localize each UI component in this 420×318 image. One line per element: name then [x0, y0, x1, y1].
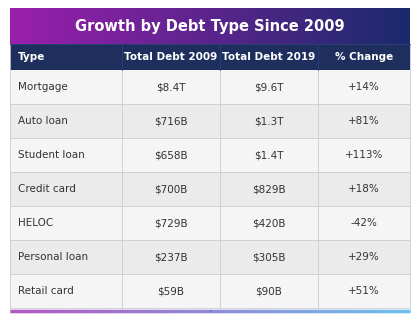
Text: % Change: % Change: [335, 52, 393, 62]
Text: $716B: $716B: [154, 116, 188, 126]
Text: +51%: +51%: [348, 286, 380, 296]
Text: HELOC: HELOC: [18, 218, 53, 228]
Text: $9.6T: $9.6T: [254, 82, 284, 92]
Bar: [10, 138, 410, 172]
Text: Retail card: Retail card: [18, 286, 74, 296]
Text: $59B: $59B: [158, 286, 184, 296]
Text: $700B: $700B: [154, 184, 188, 194]
Text: Auto loan: Auto loan: [18, 116, 68, 126]
Text: $90B: $90B: [255, 286, 282, 296]
Text: +18%: +18%: [348, 184, 380, 194]
Bar: [10, 44, 410, 70]
Text: Credit card: Credit card: [18, 184, 76, 194]
Text: $1.4T: $1.4T: [254, 150, 284, 160]
Text: +113%: +113%: [345, 150, 383, 160]
Text: $237B: $237B: [154, 252, 188, 262]
Text: Personal loan: Personal loan: [18, 252, 88, 262]
Text: $8.4T: $8.4T: [156, 82, 186, 92]
Bar: [10, 240, 410, 274]
Text: +14%: +14%: [348, 82, 380, 92]
Text: $1.3T: $1.3T: [254, 116, 284, 126]
Text: $658B: $658B: [154, 150, 188, 160]
Bar: [10, 172, 410, 206]
Text: Total Debt 2009: Total Debt 2009: [124, 52, 218, 62]
Text: -42%: -42%: [351, 218, 378, 228]
Text: Growth by Debt Type Since 2009: Growth by Debt Type Since 2009: [75, 18, 345, 33]
Text: +29%: +29%: [348, 252, 380, 262]
Text: +81%: +81%: [348, 116, 380, 126]
Text: Type: Type: [18, 52, 45, 62]
Text: $729B: $729B: [154, 218, 188, 228]
Text: Mortgage: Mortgage: [18, 82, 68, 92]
Text: Student loan: Student loan: [18, 150, 85, 160]
Text: $829B: $829B: [252, 184, 286, 194]
Bar: [10, 104, 410, 138]
Bar: [10, 70, 410, 104]
Bar: [10, 206, 410, 240]
Text: $305B: $305B: [252, 252, 286, 262]
Bar: [10, 274, 410, 308]
Text: Total Debt 2019: Total Debt 2019: [222, 52, 315, 62]
Text: $420B: $420B: [252, 218, 286, 228]
